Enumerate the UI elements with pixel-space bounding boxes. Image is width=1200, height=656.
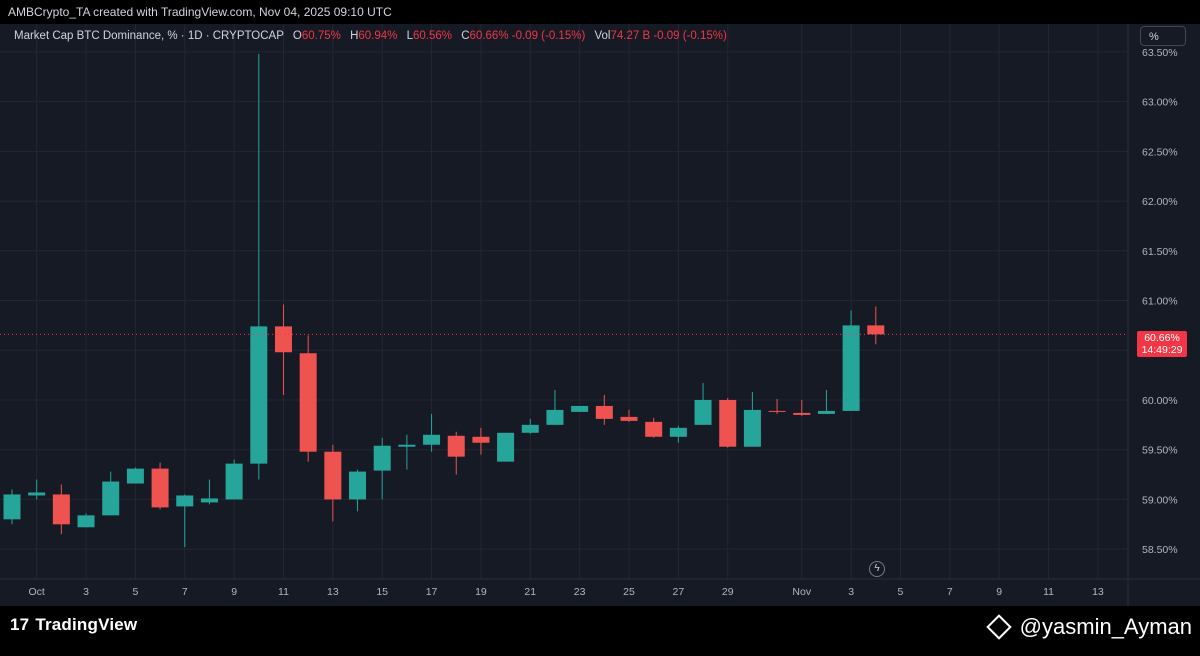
flash-icon[interactable]: ϟ bbox=[869, 561, 885, 577]
x-tick-label: 3 bbox=[848, 586, 854, 598]
candlestick-chart[interactable]: 58.50%59.00%59.50%60.00%60.50%61.00%61.5… bbox=[0, 24, 1200, 606]
candle-body[interactable] bbox=[126, 468, 144, 484]
candle-body[interactable] bbox=[28, 492, 46, 496]
x-tick-label: Nov bbox=[792, 586, 811, 598]
x-tick-label: 29 bbox=[722, 586, 734, 598]
last-price-value: 60.66% bbox=[1144, 332, 1180, 344]
candle-body[interactable] bbox=[521, 424, 539, 433]
volume-value: 74.27 B bbox=[610, 30, 651, 42]
open-value: 60.75% bbox=[301, 30, 341, 42]
y-tick-label: 62.00% bbox=[1142, 196, 1178, 208]
x-tick-label: 7 bbox=[182, 586, 188, 598]
close-label: C bbox=[461, 30, 470, 42]
x-tick-label: 13 bbox=[1092, 586, 1104, 598]
volume-label: Vol bbox=[594, 30, 611, 42]
candle-body[interactable] bbox=[324, 451, 342, 500]
candle-body[interactable] bbox=[176, 495, 194, 507]
volume-change: -0.09 (-0.15%) bbox=[653, 30, 727, 42]
bar-countdown: 14:49:29 bbox=[1141, 344, 1183, 356]
candle-body[interactable] bbox=[398, 444, 416, 447]
symbol-legend: Market Cap BTC Dominance, % · 1D · CRYPT… bbox=[14, 27, 727, 45]
candle-body[interactable] bbox=[546, 409, 564, 425]
change-value: -0.09 (-0.15%) bbox=[511, 30, 586, 42]
header-caption: AMBCrypto_TA created with TradingView.co… bbox=[8, 5, 392, 19]
candle-body[interactable] bbox=[423, 434, 441, 445]
x-tick-label: 19 bbox=[475, 586, 487, 598]
candle-body[interactable] bbox=[719, 399, 737, 447]
percent-scale-button[interactable]: % bbox=[1140, 26, 1186, 46]
x-tick-label: 13 bbox=[327, 586, 339, 598]
candle-body[interactable] bbox=[274, 326, 292, 353]
y-tick-label: 61.50% bbox=[1142, 246, 1178, 258]
high-value: 60.94% bbox=[358, 30, 398, 42]
candle-body[interactable] bbox=[77, 515, 95, 528]
x-tick-label: 15 bbox=[376, 586, 388, 598]
high-label: H bbox=[350, 30, 359, 42]
x-tick-label: 5 bbox=[132, 586, 138, 598]
x-tick-label: 7 bbox=[947, 586, 953, 598]
candle-body[interactable] bbox=[645, 421, 663, 437]
candle-body[interactable] bbox=[52, 494, 70, 525]
low-value: 60.56% bbox=[413, 30, 453, 42]
y-tick-label: 62.50% bbox=[1142, 146, 1178, 158]
y-tick-label: 60.00% bbox=[1142, 395, 1178, 407]
x-tick-label: 27 bbox=[673, 586, 685, 598]
symbol-title[interactable]: Market Cap BTC Dominance, % · 1D · CRYPT… bbox=[14, 30, 284, 42]
x-tick-label: 17 bbox=[426, 586, 438, 598]
y-tick-label: 59.50% bbox=[1142, 445, 1178, 457]
candle-body[interactable] bbox=[250, 326, 268, 464]
close-value: 60.66% bbox=[469, 30, 509, 42]
open-label: O bbox=[292, 30, 302, 42]
candle-body[interactable] bbox=[595, 405, 613, 419]
x-tick-label: 11 bbox=[278, 586, 289, 598]
candle-body[interactable] bbox=[743, 409, 761, 447]
candle-body[interactable] bbox=[151, 468, 169, 508]
footer-bar bbox=[0, 606, 1200, 656]
header-bar: AMBCrypto_TA created with TradingView.co… bbox=[0, 0, 1200, 24]
x-tick-label: 21 bbox=[524, 586, 536, 598]
x-tick-label: 9 bbox=[231, 586, 237, 598]
tradingview-mark-icon: 17 bbox=[10, 615, 30, 634]
y-tick-label: 59.00% bbox=[1142, 494, 1178, 506]
x-tick-label: Oct bbox=[29, 586, 45, 598]
candle-body[interactable] bbox=[349, 471, 367, 500]
x-tick-label: 9 bbox=[996, 586, 1002, 598]
candle-body[interactable] bbox=[225, 463, 243, 500]
tradingview-logo: 17 TradingView bbox=[10, 615, 137, 635]
candle-body[interactable] bbox=[447, 435, 465, 457]
x-tick-label: 25 bbox=[623, 586, 635, 598]
candle-body[interactable] bbox=[102, 481, 120, 516]
y-tick-label: 63.50% bbox=[1142, 47, 1178, 59]
candle-body[interactable] bbox=[768, 410, 786, 412]
last-price-tag: 60.66% 14:49:29 bbox=[1137, 331, 1187, 357]
candle-body[interactable] bbox=[299, 353, 317, 452]
candle-body[interactable] bbox=[669, 427, 687, 437]
x-tick-label: 5 bbox=[898, 586, 904, 598]
author-handle: @yasmin_Ayman bbox=[1019, 614, 1192, 639]
author-watermark: @yasmin_Ayman bbox=[985, 614, 1192, 640]
candle-body[interactable] bbox=[817, 410, 835, 414]
tradingview-logo-text: TradingView bbox=[35, 615, 138, 634]
x-tick-label: 11 bbox=[1043, 586, 1054, 598]
candle-body[interactable] bbox=[842, 325, 860, 411]
chart-area[interactable] bbox=[0, 24, 1200, 606]
x-tick-label: 3 bbox=[83, 586, 89, 598]
candle-body[interactable] bbox=[620, 416, 638, 421]
candle-body[interactable] bbox=[867, 325, 885, 335]
candle-body[interactable] bbox=[3, 494, 21, 520]
binance-icon bbox=[985, 614, 1012, 640]
x-tick-label: 23 bbox=[574, 586, 586, 598]
candle-body[interactable] bbox=[571, 405, 589, 412]
low-label: L bbox=[406, 30, 414, 42]
candle-body[interactable] bbox=[373, 445, 391, 471]
candle-body[interactable] bbox=[472, 436, 490, 443]
candle-body[interactable] bbox=[200, 498, 218, 503]
y-tick-label: 61.00% bbox=[1142, 296, 1178, 308]
candle-body[interactable] bbox=[793, 412, 811, 415]
y-tick-label: 58.50% bbox=[1142, 544, 1178, 556]
candle-body[interactable] bbox=[694, 399, 712, 425]
y-tick-label: 63.00% bbox=[1142, 97, 1178, 109]
candle-body[interactable] bbox=[497, 432, 515, 462]
